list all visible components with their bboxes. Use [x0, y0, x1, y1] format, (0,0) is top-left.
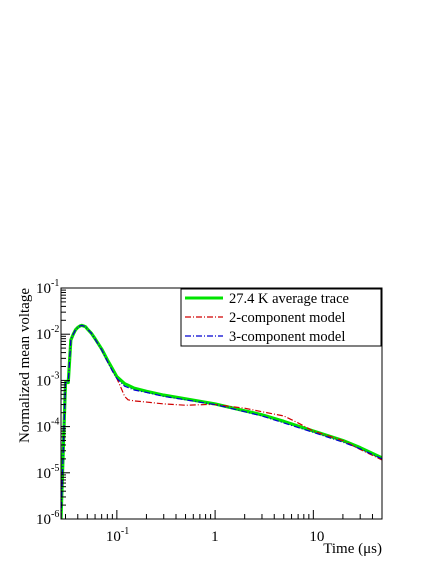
- series-layer: [61, 323, 382, 519]
- legend-label: 27.4 K average trace: [229, 291, 349, 307]
- y-tick-label: 10-6: [36, 509, 59, 528]
- ticks-layer: [61, 287, 383, 520]
- legend-label: 3-component model: [229, 329, 345, 345]
- x-tick-label: 10-1: [106, 526, 129, 545]
- y-tick-label: 10-1: [36, 278, 59, 297]
- series-line-3: [61, 324, 382, 519]
- y-axis-title: Normalized mean voltage: [17, 288, 33, 443]
- legend: 27.4 K average trace 2-component model 3-c…: [180, 288, 382, 347]
- tick-labels-layer: 10-6 10-5 10-4 10-3 10-2 10-1 10-1 1 10: [36, 278, 324, 545]
- plot-frame: [60, 287, 383, 520]
- x-tick-label: 10: [309, 529, 324, 545]
- y-tick-label: 10-5: [36, 463, 59, 482]
- series-line-1: [61, 323, 382, 519]
- y-tick-label: 10-2: [36, 324, 59, 343]
- x-tick-label: 1: [211, 529, 219, 545]
- x-axis-title: Time (μs): [323, 541, 382, 557]
- legend-label: 2-component model: [229, 310, 345, 326]
- y-tick-label: 10-4: [36, 417, 59, 436]
- y-tick-label: 10-3: [36, 370, 59, 389]
